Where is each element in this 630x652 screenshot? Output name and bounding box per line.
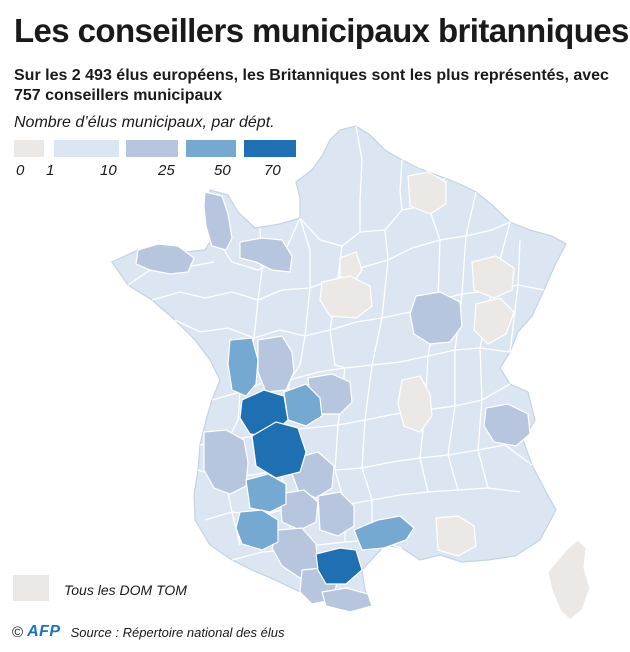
dept-deux-sevres [227,337,259,397]
dept-ardennes [407,171,447,215]
legend-swatch-3 [186,140,236,157]
dept-eure-et-loir [339,251,363,283]
source-text: Source : Répertoire national des élus [70,624,285,640]
dept-herault [353,515,415,551]
legend-swatch-0 [14,140,44,157]
legend-tick: 1 [46,162,55,179]
dept-aude [315,547,363,585]
legend-tick: 0 [16,162,25,179]
dept-cotes-darmor [135,243,195,275]
domtom-label: Tous les DOM TOM [64,582,187,598]
legend: 0 1 10 25 50 70 [14,140,304,190]
dept-yonne [409,291,463,345]
legend-tick: 70 [264,162,281,179]
afp-logo: AFP [27,623,61,640]
dept-lot-et-garonne [245,473,287,513]
dept-tarn [317,491,355,537]
dept-pyrenees-orientales [321,587,373,613]
dept-loire [397,375,433,433]
map-subtitle: Sur les 2 493 élus européens, les Britan… [14,67,609,104]
legend-swatch-4 [244,140,296,157]
legend-swatch-1 [54,140,119,157]
domtom-swatch [13,575,49,601]
copyright-symbol: © [12,623,24,641]
dept-tarn-et-garonne [279,489,319,531]
footer: © AFP Source : Répertoire national des é… [12,622,284,642]
dept-gironde [203,429,249,495]
legend-tick: 10 [100,162,117,179]
legend-tick: 25 [158,162,175,179]
dept-orne [239,237,293,273]
dept-isere [483,403,531,447]
corsica [547,539,591,621]
dept-vaucluse [435,515,477,557]
dept-haute-saone [473,297,515,345]
dept-loiret [319,275,373,319]
dept-vienne [257,335,295,393]
dept-haute-marne [471,255,515,299]
legend-tick: 50 [214,162,231,179]
legend-swatch-2 [126,140,178,157]
map-title: Les conseillers municipaux britanniques [14,12,629,49]
legend-title: Nombre d’élus municipaux, par dépt. [14,114,275,131]
dept-gers [235,509,279,551]
dept-manche [203,191,233,251]
dept-dordogne [251,421,307,479]
